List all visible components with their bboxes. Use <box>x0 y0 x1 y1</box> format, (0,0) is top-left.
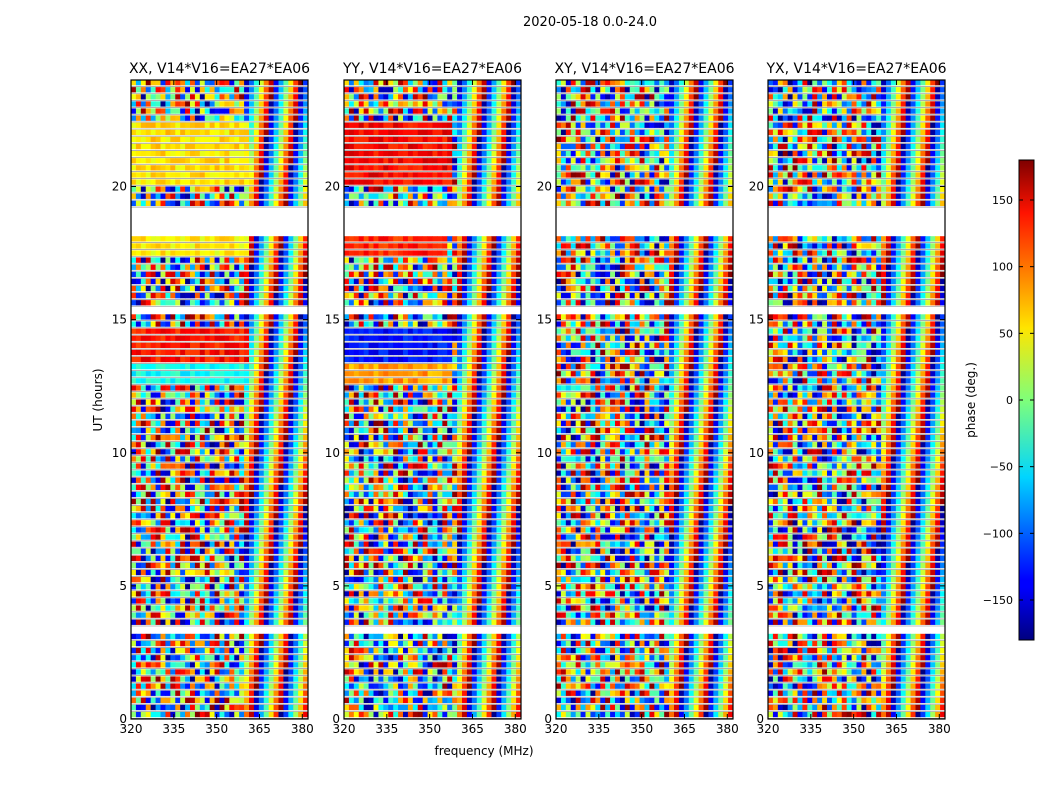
x-tick-label: 335 <box>162 722 185 736</box>
x-tick-label: 365 <box>248 722 271 736</box>
y-tick-label: 5 <box>332 579 340 593</box>
colorbar-tick-label: 0 <box>1006 394 1013 407</box>
x-tick-label: 320 <box>757 722 780 736</box>
y-tick-label: 0 <box>756 712 764 726</box>
figure-title: 2020-05-18 0.0-24.0 <box>523 15 657 30</box>
colorbar-label: phase (deg.) <box>964 362 978 438</box>
panel-title: YX, V14*V16=EA27*EA06 <box>765 61 946 77</box>
x-tick-label: 335 <box>799 722 822 736</box>
y-tick-label: 20 <box>112 180 127 194</box>
panel-3: XY, V14*V16=EA27*EA06 320 335 350 365 380 0 5 10… <box>537 61 739 736</box>
y-tick-label: 5 <box>756 579 764 593</box>
panel-title: YY, V14*V16=EA27*EA06 <box>342 61 522 77</box>
x-tick-label: 380 <box>928 722 951 736</box>
x-tick-label: 380 <box>291 722 314 736</box>
phase-image <box>344 80 521 719</box>
x-tick-label: 350 <box>842 722 865 736</box>
panel-4: YX, V14*V16=EA27*EA06 320 335 350 365 380 0 5 10… <box>749 61 951 736</box>
x-tick-label: 335 <box>375 722 398 736</box>
x-tick-label: 350 <box>205 722 228 736</box>
y-tick-label: 20 <box>749 180 764 194</box>
colorbar-tick-label: −50 <box>990 461 1013 474</box>
panel-title: XY, V14*V16=EA27*EA06 <box>554 61 734 77</box>
y-tick-label: 20 <box>537 180 552 194</box>
phase-image <box>131 80 308 719</box>
colorbar-ticks: 150 100 50 0 −50 −100 −150 <box>983 194 1034 607</box>
y-tick-label: 15 <box>537 313 552 327</box>
panel-frame <box>343 79 522 720</box>
panel-frame <box>555 79 734 720</box>
x-tick-label: 365 <box>673 722 696 736</box>
y-tick-label: 0 <box>544 712 552 726</box>
colorbar-tick-label: 100 <box>992 261 1013 274</box>
y-tick-label: 10 <box>749 446 764 460</box>
colorbar-tick-label: −100 <box>983 527 1013 540</box>
x-tick-label: 350 <box>630 722 653 736</box>
colorbar-tick-label: 150 <box>992 194 1013 207</box>
y-tick-label: 0 <box>119 712 127 726</box>
phase-image <box>556 80 733 719</box>
y-tick-label: 15 <box>325 313 340 327</box>
colorbar: 150 100 50 0 −50 −100 −150 phase (deg.) <box>964 159 1035 641</box>
y-tick-label: 15 <box>112 313 127 327</box>
y-tick-label: 5 <box>119 579 127 593</box>
y-tick-label: 0 <box>332 712 340 726</box>
panels-group: XX, V14*V16=EA27*EA06 320 335 350 365 380 0 5 10… <box>112 61 951 736</box>
y-tick-label: 20 <box>325 180 340 194</box>
panel-title: XX, V14*V16=EA27*EA06 <box>129 61 310 77</box>
panel-2: YY, V14*V16=EA27*EA06 320 335 350 365 380 0 5 10… <box>325 61 527 736</box>
y-axis-label: UT (hours) <box>91 368 105 431</box>
x-tick-label: 365 <box>461 722 484 736</box>
y-tick-label: 10 <box>112 446 127 460</box>
x-axis-label: frequency (MHz) <box>434 744 533 758</box>
panel-1: XX, V14*V16=EA27*EA06 320 335 350 365 380 0 5 10… <box>112 61 314 736</box>
panel-frame <box>767 79 946 720</box>
x-tick-label: 320 <box>120 722 143 736</box>
phase-image <box>768 80 945 719</box>
y-tick-label: 5 <box>544 579 552 593</box>
colorbar-tick-label: 50 <box>999 327 1013 340</box>
x-tick-label: 320 <box>545 722 568 736</box>
x-tick-label: 365 <box>885 722 908 736</box>
x-tick-label: 335 <box>587 722 610 736</box>
panel-frame <box>130 79 309 720</box>
colorbar-tick-label: −150 <box>983 594 1013 607</box>
x-tick-label: 380 <box>504 722 527 736</box>
x-tick-label: 320 <box>333 722 356 736</box>
x-tick-label: 350 <box>418 722 441 736</box>
y-tick-label: 10 <box>537 446 552 460</box>
x-tick-label: 380 <box>716 722 739 736</box>
y-tick-label: 15 <box>749 313 764 327</box>
y-tick-label: 10 <box>325 446 340 460</box>
